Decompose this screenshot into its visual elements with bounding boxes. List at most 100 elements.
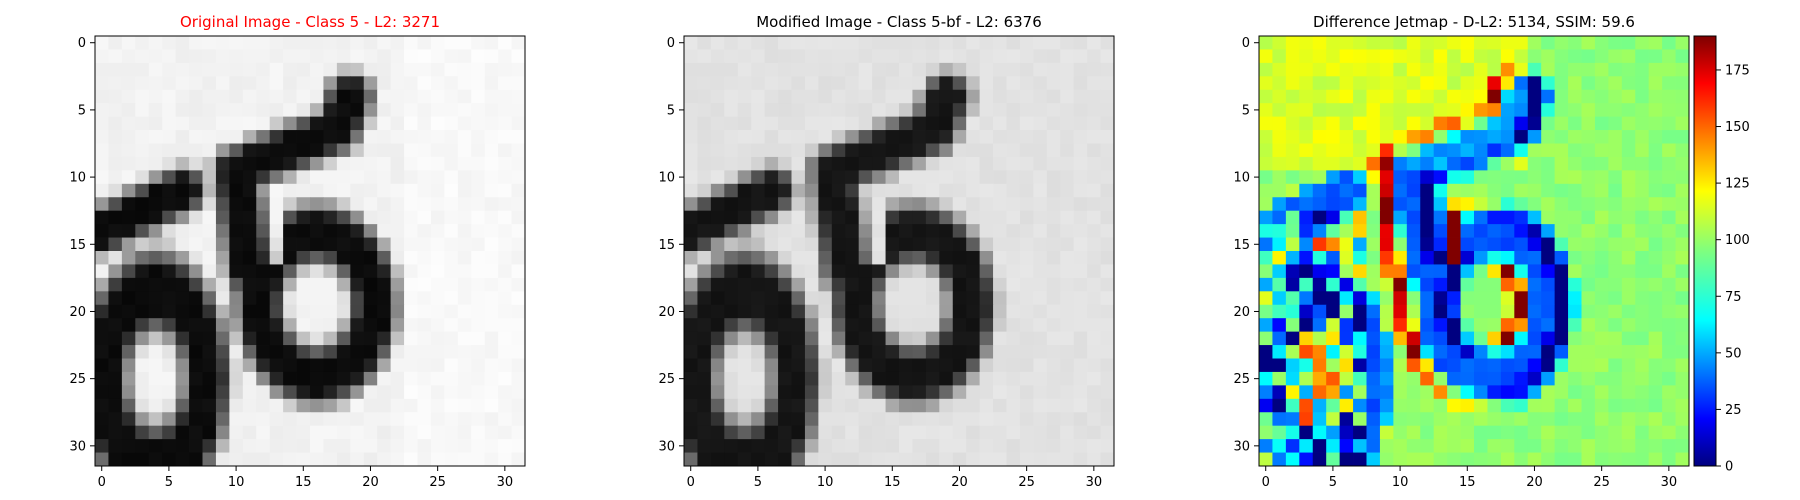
pixel-cell — [1420, 277, 1435, 292]
pixel-cell — [1033, 183, 1048, 198]
pixel-cell — [498, 143, 512, 158]
pixel-cell — [189, 224, 203, 238]
pixel-cell — [872, 36, 886, 50]
pixel-cell — [498, 291, 512, 306]
pixel-cell — [444, 224, 459, 238]
pixel-cell — [1033, 345, 1048, 359]
pixel-cell — [1568, 237, 1582, 252]
pixel-cell — [966, 371, 981, 386]
pixel-cell — [1608, 76, 1623, 91]
pixel-cell — [1648, 452, 1663, 467]
pixel-cell — [1259, 318, 1273, 333]
pixel-cell — [724, 103, 739, 118]
pixel-cell — [498, 331, 512, 346]
pixel-cell — [1046, 116, 1061, 131]
pixel-cell — [778, 36, 792, 50]
pixel-cell — [1285, 143, 1300, 158]
pixel-cell — [1087, 345, 1101, 359]
pixel-cell — [1019, 170, 1034, 185]
pixel-cell — [417, 143, 432, 158]
pixel-cell — [1100, 398, 1115, 413]
pixel-cell — [1312, 89, 1327, 104]
pixel-cell — [189, 358, 203, 373]
pixel-cell — [724, 170, 739, 185]
pixel-cell — [1621, 318, 1636, 333]
pixel-cell — [1339, 89, 1354, 104]
pixel-cell — [296, 425, 311, 440]
pixel-cell — [1635, 76, 1650, 91]
pixel-cell — [737, 103, 752, 118]
pixel-cell — [710, 76, 725, 91]
pixel-cell — [1487, 385, 1502, 400]
pixel-cell — [751, 224, 766, 238]
pixel-cell — [1312, 412, 1327, 427]
pixel-cell — [912, 49, 927, 64]
pixel-cell — [215, 439, 230, 453]
pixel-cell — [108, 412, 123, 427]
pixel-cell — [1420, 439, 1435, 453]
pixel-cell — [242, 345, 257, 359]
panel-title: Difference Jetmap - D-L2: 5134, SSIM: 59… — [1313, 13, 1635, 31]
pixel-cell — [925, 116, 940, 131]
pixel-cell — [484, 210, 499, 225]
pixel-cell — [925, 36, 940, 50]
pixel-cell — [1554, 439, 1569, 453]
pixel-cell — [189, 49, 203, 64]
pixel-cell — [121, 345, 136, 359]
pixel-cell — [912, 210, 927, 225]
pixel-cell — [885, 130, 900, 144]
pixel-cell — [1594, 49, 1609, 64]
pixel-cell — [1420, 116, 1435, 131]
pixel-cell — [885, 237, 900, 252]
pixel-cell — [484, 304, 499, 319]
pixel-cell — [1594, 103, 1609, 118]
pixel-cell — [457, 116, 472, 131]
pixel-cell — [818, 277, 833, 292]
pixel-cell — [1299, 116, 1314, 131]
pixel-cell — [858, 439, 873, 453]
pixel-cell — [1433, 358, 1448, 373]
pixel-cell — [1087, 156, 1101, 171]
pixel-cell — [697, 304, 712, 319]
pixel-cell — [1259, 412, 1273, 427]
pixel-cell — [966, 62, 981, 77]
pixel-cell — [229, 89, 244, 104]
pixel-cell — [1568, 251, 1582, 265]
pixel-cell — [899, 452, 913, 467]
pixel-cell — [724, 264, 739, 279]
pixel-cell — [498, 304, 512, 319]
pixel-cell — [215, 103, 230, 118]
pixel-cell — [1326, 251, 1341, 265]
pixel-cell — [1554, 197, 1569, 212]
pixel-cell — [1675, 156, 1690, 171]
pixel-cell — [1675, 183, 1690, 198]
pixel-cell — [724, 291, 739, 306]
pixel-cell — [323, 89, 338, 104]
pixel-cell — [1554, 345, 1569, 359]
pixel-cell — [363, 398, 378, 413]
pixel-cell — [804, 385, 819, 400]
pixel-cell — [1420, 89, 1435, 104]
pixel-cell — [697, 36, 712, 50]
pixel-cell — [1581, 398, 1596, 413]
pixel-cell — [952, 291, 967, 306]
pixel-cell — [404, 36, 418, 50]
pixel-cell — [1474, 318, 1488, 333]
pixel-cell — [1073, 76, 1088, 91]
pixel-cell — [417, 103, 432, 118]
pixel-cell — [925, 89, 940, 104]
pixel-cell — [310, 49, 324, 64]
pixel-cell — [939, 143, 954, 158]
pixel-cell — [1299, 371, 1314, 386]
pixel-cell — [242, 358, 257, 373]
pixel-cell — [283, 398, 297, 413]
pixel-cell — [1379, 452, 1394, 467]
pixel-cell — [684, 277, 698, 292]
pixel-cell — [1073, 89, 1088, 104]
pixel-cell — [1366, 183, 1381, 198]
pixel-cell — [1474, 452, 1488, 467]
pixel-cell — [242, 76, 257, 91]
pixel-cell — [872, 183, 886, 198]
pixel-cell — [737, 291, 752, 306]
